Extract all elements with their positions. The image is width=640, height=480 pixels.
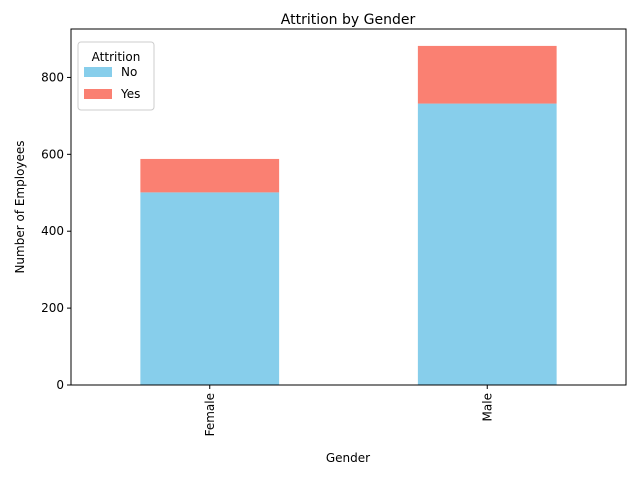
y-axis-label: Number of Employees xyxy=(13,140,27,273)
legend-label-no: No xyxy=(121,65,137,79)
y-axis: 0 200 400 600 800 xyxy=(41,70,71,392)
legend-title: Attrition xyxy=(92,50,141,64)
bar-male-no xyxy=(417,103,557,385)
x-axis: Female Male xyxy=(203,385,494,436)
bar-female-no xyxy=(140,192,280,385)
legend-swatch-yes xyxy=(84,89,112,99)
plot-frame xyxy=(70,28,627,386)
legend: Attrition No Yes xyxy=(77,41,155,111)
legend-swatch-no xyxy=(84,67,112,77)
y-tick-label-400: 400 xyxy=(41,224,64,238)
chart-title: Attrition by Gender xyxy=(281,12,416,28)
y-tick-label-800: 800 xyxy=(41,70,64,84)
bars-group xyxy=(140,45,557,385)
x-tick-label-male: Male xyxy=(480,393,494,421)
y-tick-label-600: 600 xyxy=(41,147,64,161)
bar-female-yes xyxy=(140,158,280,193)
y-tick-label-200: 200 xyxy=(41,301,64,315)
y-tick-label-0: 0 xyxy=(56,378,64,392)
legend-label-yes: Yes xyxy=(120,87,140,101)
bar-male-yes xyxy=(417,45,557,104)
x-tick-label-female: Female xyxy=(203,393,217,436)
x-axis-label: Gender xyxy=(326,451,370,465)
